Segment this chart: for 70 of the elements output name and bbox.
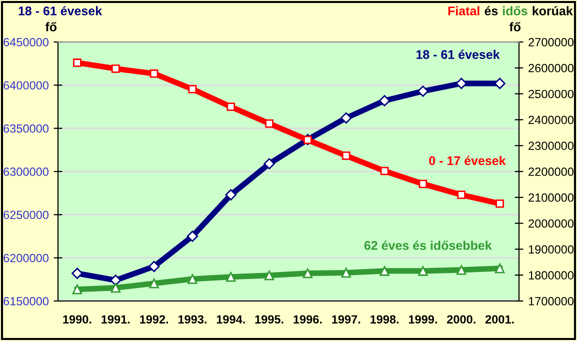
- x-tick-label: 1991.: [102, 315, 130, 324]
- y2-tick-label: 2700000: [528, 38, 574, 46]
- y-tick-label: 6250000: [4, 210, 49, 220]
- point: [380, 166, 389, 176]
- point: [188, 274, 198, 284]
- series-label: 62 éves és idősebbek: [364, 240, 492, 250]
- series-label: 18 - 61 évesek: [416, 50, 500, 59]
- point: [494, 264, 505, 274]
- point: [265, 119, 274, 128]
- series-label: 0 - 17 évesek: [429, 156, 506, 166]
- y-tick-label: 6450000: [4, 38, 49, 46]
- point: [225, 189, 236, 200]
- point: [264, 158, 275, 170]
- y2-tick-label: 1700000: [528, 297, 574, 306]
- y-tick-label: 6200000: [4, 254, 49, 262]
- x-tick-label: 1994.: [216, 315, 245, 324]
- point: [148, 260, 160, 272]
- point: [418, 266, 428, 276]
- x-tick-label: 1996.: [294, 315, 322, 324]
- x-tick-label: 1997.: [332, 315, 360, 324]
- point: [110, 282, 120, 293]
- x-tick-label: 1995.: [255, 315, 284, 324]
- point: [72, 284, 82, 294]
- x-tick-label: 1999.: [408, 315, 437, 324]
- y2-axis-title: Fiatal és idős korúak: [448, 6, 573, 16]
- point: [418, 180, 428, 188]
- x-tick-label: 1998.: [370, 315, 399, 324]
- y2-tick-label: 1900000: [528, 245, 574, 254]
- y2-tick-label: 2300000: [528, 142, 574, 150]
- point: [302, 268, 313, 278]
- y-tick-label: 6150000: [4, 297, 49, 306]
- point: [186, 230, 198, 242]
- y2-tick-label: 2200000: [528, 168, 574, 176]
- y2-tick-label: 2400000: [528, 116, 574, 124]
- point: [340, 112, 352, 124]
- y2-tick-label: 2500000: [528, 90, 574, 98]
- point: [496, 199, 504, 208]
- x-tick-label: 1992.: [140, 315, 168, 324]
- point: [150, 69, 158, 78]
- point: [494, 78, 506, 90]
- point: [111, 64, 120, 73]
- x-tick-label: 2001.: [485, 315, 514, 324]
- point: [110, 274, 122, 286]
- point: [188, 84, 197, 94]
- point: [73, 58, 82, 67]
- point: [456, 78, 467, 90]
- y-tick-label: 6400000: [4, 81, 49, 90]
- x-tick-label: 1990.: [63, 315, 92, 324]
- y2-tick-label: 2600000: [528, 64, 574, 72]
- point: [72, 268, 83, 279]
- point: [378, 95, 390, 106]
- point: [149, 278, 159, 288]
- x-tick-label: 2000.: [447, 315, 476, 324]
- point: [226, 102, 236, 111]
- text: fő: [509, 22, 521, 32]
- point: [264, 270, 274, 280]
- point: [380, 266, 390, 276]
- y-tick-label: 6300000: [4, 168, 49, 176]
- point: [342, 152, 350, 160]
- y2-tick-label: 1800000: [528, 271, 574, 280]
- point: [226, 272, 236, 282]
- point: [341, 268, 351, 278]
- y-tick-label: 6350000: [4, 124, 49, 133]
- point: [456, 265, 466, 275]
- point: [457, 190, 466, 199]
- y2-tick-label: 2100000: [528, 193, 574, 202]
- text: fő: [45, 22, 57, 32]
- y2-tick-label: 2000000: [528, 219, 574, 228]
- y-axis-title: 18 - 61 évesek: [18, 6, 102, 16]
- x-tick-label: 1993.: [178, 315, 206, 324]
